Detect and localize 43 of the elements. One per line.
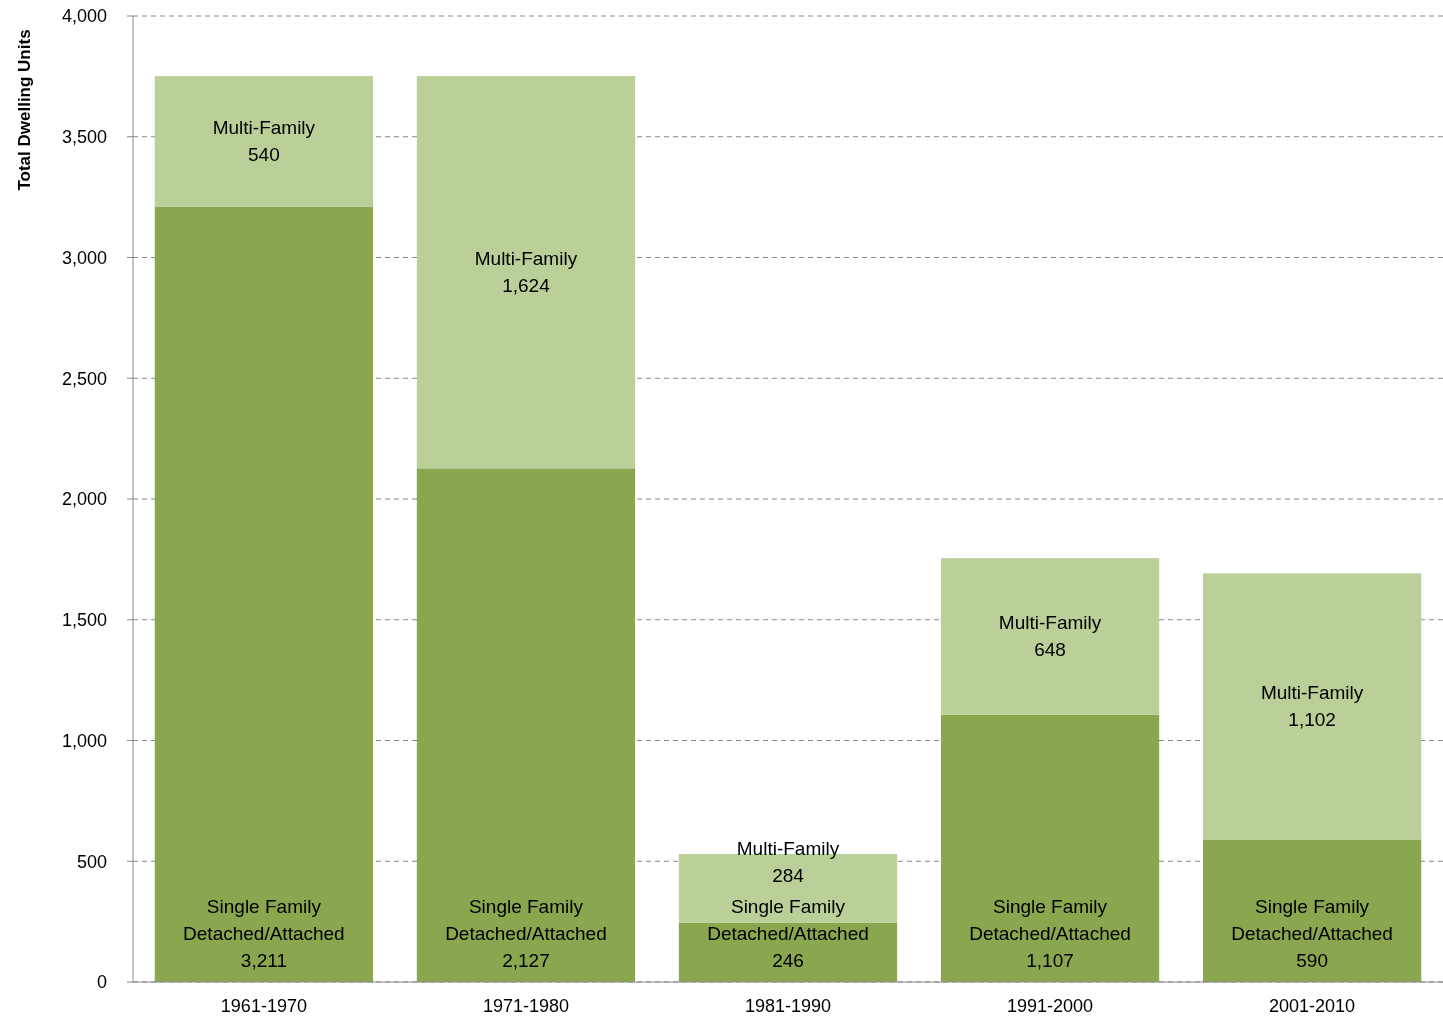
text: Multi-Family [212,117,316,139]
bar [154,206,374,982]
y-axis-title: Total Dwelling Units [15,29,34,191]
bar [1202,839,1422,982]
bar [1202,573,1422,840]
data-label: 590 [1296,950,1328,971]
data-label: 1,102 [1288,709,1336,731]
text: Single Family Detached/Attached [183,896,345,944]
data-label: 246 [772,950,804,971]
y-tick-label: 1,500 [61,610,107,631]
text: Multi-Family [474,248,578,270]
y-tick-label: 4,000 [61,6,107,27]
data-label: 1,107 [1026,950,1074,971]
bar [416,468,636,982]
text: Multi-Family [1260,682,1364,704]
text: Single Family Detached/Attached [445,896,607,944]
text: Multi-Family [998,612,1102,634]
y-tick-label: 3,000 [61,247,107,268]
data-label: 1,624 [502,275,551,297]
x-tick-label: 1961-1970 [220,996,307,1016]
y-tick-label: 2,500 [61,368,107,389]
series-label: Single Family Detached/Attached [707,896,869,944]
bar [940,714,1160,982]
text: Single Family Detached/Attached [969,896,1131,944]
x-tick-label: 1971-1980 [482,996,569,1016]
data-label: 2,127 [502,950,550,971]
text: Single Family Detached/Attached [1231,896,1393,944]
data-label: 648 [1034,639,1066,661]
data-label: 284 [772,865,805,886]
x-tick-label: 1981-1990 [744,996,832,1016]
data-label: 3,211 [240,950,287,971]
series-label: Multi-Family [736,838,840,859]
y-tick-label: 500 [76,851,107,872]
y-tick-label: 1,000 [61,730,107,751]
bar [154,76,374,207]
x-tick-label: 1991-2000 [1007,996,1094,1016]
y-tick-label: 3,500 [61,127,107,148]
data-label: 540 [248,144,280,166]
y-tick-label: 0 [96,972,107,993]
bar [940,558,1160,715]
y-tick-label: 2,000 [61,489,107,510]
x-tick-label: 2001-2010 [1269,996,1356,1016]
bar [416,76,636,469]
